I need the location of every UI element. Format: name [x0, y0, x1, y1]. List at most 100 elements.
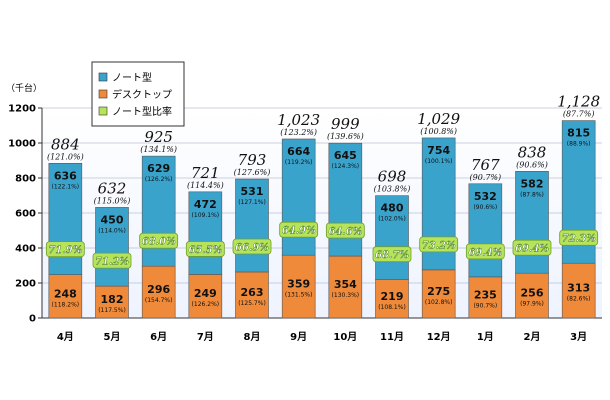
pct-label-notebook: (127.1%) — [238, 199, 266, 206]
pct-label-desktop: (154.7%) — [145, 297, 173, 304]
bar-desktop — [235, 271, 269, 319]
value-label-notebook: 532 — [474, 190, 497, 203]
value-label-desktop: 219 — [381, 290, 404, 303]
ratio-label: 69.4% — [515, 244, 549, 255]
total-pct-label: (114.4%) — [187, 181, 224, 190]
ratio-badge — [465, 243, 505, 260]
category-label: 11月 — [380, 331, 404, 343]
bar-desktop — [328, 255, 363, 319]
legend-swatch-ratio — [98, 106, 108, 116]
bar-notebook — [235, 178, 269, 273]
y-tick-label: 400 — [15, 244, 36, 255]
gridlines — [42, 107, 602, 319]
value-label-notebook: 582 — [521, 177, 544, 190]
ratio-badge — [92, 252, 132, 269]
bar-desktop — [375, 279, 409, 319]
ratio-label: 68.0% — [142, 237, 176, 248]
legend-label-ratio: ノート型比率 — [112, 105, 172, 118]
pct-label-notebook: (90.6%) — [473, 204, 497, 211]
category-label: 5月 — [104, 331, 121, 343]
ratio-label: 65.5% — [188, 245, 222, 256]
ratio-badge — [512, 239, 552, 256]
ratio-label: 71.2% — [95, 257, 129, 268]
legend-swatch-desktop — [98, 89, 108, 99]
value-label-desktop: 249 — [194, 287, 217, 300]
pct-label-notebook: (126.2%) — [145, 176, 173, 183]
bar-notebook — [515, 171, 549, 274]
value-label-desktop: 313 — [567, 282, 590, 295]
pct-label-notebook: (122.1%) — [52, 183, 80, 190]
ratio-badge — [45, 241, 85, 258]
total-pct-label: (90.6%) — [516, 160, 548, 169]
total-pct-label: (121.0%) — [47, 152, 84, 161]
total-label: 632 — [98, 179, 127, 197]
ratio-label: 64.9% — [282, 226, 316, 237]
bar-notebook — [95, 207, 129, 287]
pct-label-desktop: (131.5%) — [285, 292, 313, 299]
y-axis: 0 200 400 600 800 1000 1200 — [8, 104, 43, 325]
bar-desktop — [141, 265, 176, 319]
x-axis: 4月 5月 6月 7月 8月 9月 10月 11月 12月 1月 2月 3月 — [57, 331, 587, 343]
total-label: 767 — [471, 156, 500, 174]
pct-label-desktop: (102.8%) — [425, 299, 453, 306]
ratio-label: 68.7% — [375, 250, 409, 261]
y-tick-label: 800 — [15, 174, 36, 185]
bar-notebook — [188, 191, 223, 275]
total-pct-label: (123.2%) — [280, 128, 317, 137]
y-tick-label: 1200 — [8, 104, 36, 115]
pct-label-desktop: (108.1%) — [378, 304, 406, 311]
ratio-label: 69.4% — [468, 247, 502, 258]
bar-notebook — [468, 183, 503, 278]
value-label-desktop: 263 — [241, 286, 264, 299]
category-label: 6月 — [150, 331, 167, 343]
total-pct-label: (115.0%) — [94, 196, 131, 205]
pct-label-notebook: (114.0%) — [98, 227, 126, 234]
ratio-label: 66.9% — [235, 242, 269, 253]
total-pct-label: (100.8%) — [420, 127, 457, 136]
pct-label-desktop: (125.7%) — [238, 300, 266, 307]
ratio-label: 71.9% — [48, 245, 82, 256]
value-label-notebook: 450 — [101, 213, 124, 226]
pct-label-desktop: (126.2%) — [192, 301, 220, 308]
value-label-notebook: 645 — [334, 149, 357, 162]
total-label: 793 — [238, 151, 267, 169]
bar-desktop — [468, 276, 503, 319]
total-label: 1,023 — [277, 111, 320, 129]
total-label: 838 — [518, 143, 547, 161]
total-pct-label: (90.7%) — [470, 173, 502, 182]
value-label-notebook: 636 — [54, 169, 77, 182]
ratio-badge — [419, 236, 459, 253]
y-tick-label: 600 — [15, 209, 36, 220]
pct-label-notebook: (87.8%) — [520, 191, 544, 198]
ratio-label: 72.3% — [562, 234, 596, 245]
category-label: 9月 — [290, 331, 307, 343]
bar-desktop — [188, 274, 223, 319]
pct-label-notebook: (88.9%) — [567, 141, 591, 148]
bar-desktop — [561, 262, 596, 319]
value-label-notebook: 472 — [194, 198, 217, 211]
value-label-desktop: 275 — [427, 285, 450, 298]
ratio-badge — [185, 241, 225, 257]
value-label-desktop: 296 — [147, 283, 170, 296]
category-label: 1月 — [477, 331, 494, 343]
y-tick-label: 0 — [29, 314, 36, 325]
pct-label-notebook: (100.1%) — [425, 158, 453, 165]
total-pct-label: (139.6%) — [327, 132, 364, 141]
bar-desktop — [281, 254, 316, 319]
legend-label-notebook: ノート型 — [112, 71, 152, 84]
legend-swatch-notebook — [98, 72, 108, 82]
ratio-badge — [372, 246, 412, 263]
pct-label-desktop: (130.3%) — [332, 292, 360, 299]
pct-label-desktop: (82.6%) — [567, 296, 591, 303]
category-label: 12月 — [427, 331, 451, 343]
pct-label-desktop: (117.5%) — [98, 307, 126, 314]
category-label: 2月 — [524, 331, 541, 343]
value-label-notebook: 531 — [241, 185, 264, 198]
total-label: 999 — [331, 115, 360, 133]
ratio-badge — [559, 229, 599, 246]
ratio-label: 73.2% — [422, 240, 456, 251]
bar-notebook — [375, 195, 409, 280]
value-label-desktop: 256 — [521, 287, 544, 300]
ratio-badge — [139, 232, 179, 249]
